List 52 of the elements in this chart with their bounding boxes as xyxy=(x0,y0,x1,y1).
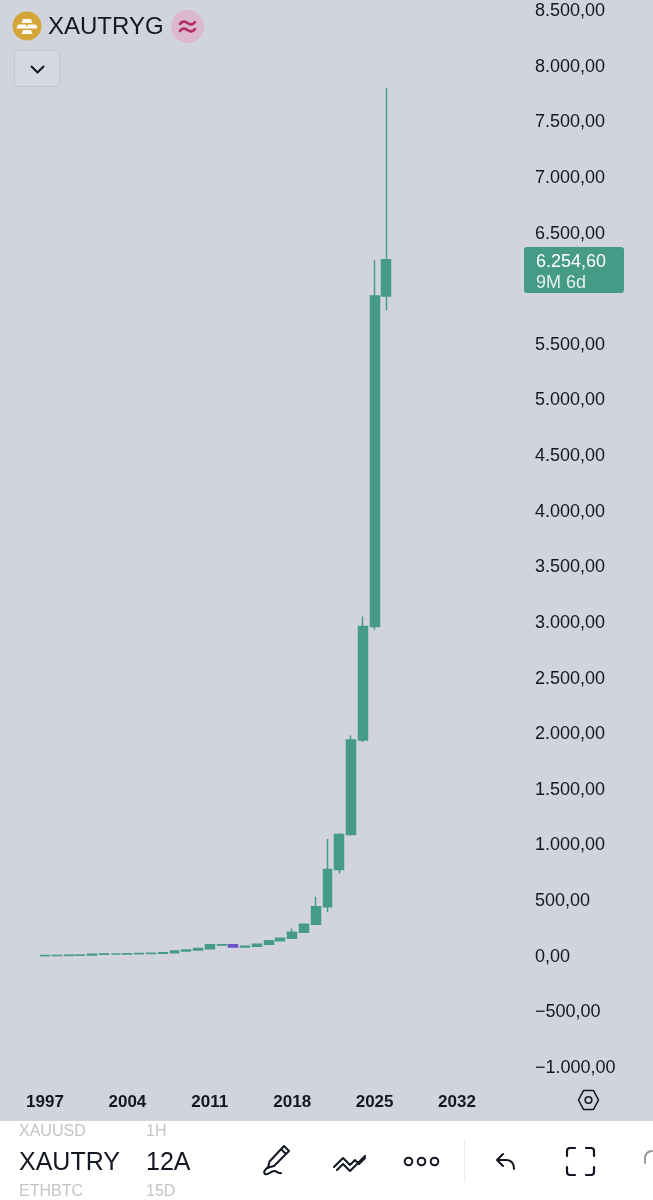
x-tick-label: 1997 xyxy=(26,1092,64,1111)
text: 1H xyxy=(146,1122,167,1139)
text: XAUUSD xyxy=(19,1122,86,1139)
y-tick-label: 0,00 xyxy=(535,945,571,966)
y-tick-label: 8.500,00 xyxy=(535,0,606,20)
candlestick xyxy=(310,896,322,926)
y-tick-label: 500,00 xyxy=(535,890,591,911)
y-tick-label: 7.000,00 xyxy=(535,166,606,187)
y-tick-label: 8.000,00 xyxy=(535,55,606,76)
text: 12A xyxy=(146,1146,191,1175)
candlestick xyxy=(333,832,345,875)
y-tick-label: 6.500,00 xyxy=(535,222,606,243)
text: 15D xyxy=(146,1182,176,1199)
y-tick-label: 2.000,00 xyxy=(535,723,606,744)
y-tick-label: 3.500,00 xyxy=(535,556,606,577)
candlestick xyxy=(251,942,263,948)
y-tick-label: 3.000,00 xyxy=(535,611,606,632)
candlestick xyxy=(204,943,216,950)
candlestick xyxy=(357,615,369,743)
y-tick-label: 1.500,00 xyxy=(535,778,606,799)
candlestick xyxy=(239,944,251,949)
y-tick-label: −1.000,00 xyxy=(535,1057,616,1077)
x-tick-label: 2018 xyxy=(273,1092,312,1111)
y-tick-label: 1.000,00 xyxy=(535,834,606,855)
text: XAUTRY xyxy=(19,1146,120,1175)
y-tick-label: 5.000,00 xyxy=(535,389,606,410)
y-tick-label: 7.500,00 xyxy=(535,111,606,132)
x-tick-label: 2025 xyxy=(355,1092,394,1111)
candlestick xyxy=(298,922,310,934)
price-tag: 6.254,60 9M 6d xyxy=(524,246,624,293)
candlestick xyxy=(157,951,169,955)
candlestick xyxy=(216,943,228,947)
candlestick xyxy=(227,943,239,949)
candlestick xyxy=(133,952,145,955)
y-tick-label: 4.500,00 xyxy=(535,445,606,466)
candlestick xyxy=(322,838,333,914)
y-tick-label: −500,00 xyxy=(535,1001,601,1022)
chart-title: XAUTRYG xyxy=(48,12,164,40)
text: ETHBTC xyxy=(19,1182,83,1199)
candlestick xyxy=(192,947,204,952)
candlestick xyxy=(345,734,357,837)
x-tick-label: 2011 xyxy=(191,1092,229,1111)
x-tick-label: 2004 xyxy=(108,1092,147,1111)
candlestick xyxy=(86,953,98,956)
candlestick xyxy=(286,927,298,940)
y-tick-label: 5.500,00 xyxy=(535,333,606,354)
y-tick-label: 2.500,00 xyxy=(535,667,606,688)
candlestick xyxy=(169,950,180,954)
candlestick xyxy=(180,948,192,953)
y-tick-label: 4.000,00 xyxy=(535,500,606,521)
candlestick xyxy=(98,953,110,956)
x-tick-label: 2032 xyxy=(438,1092,476,1111)
